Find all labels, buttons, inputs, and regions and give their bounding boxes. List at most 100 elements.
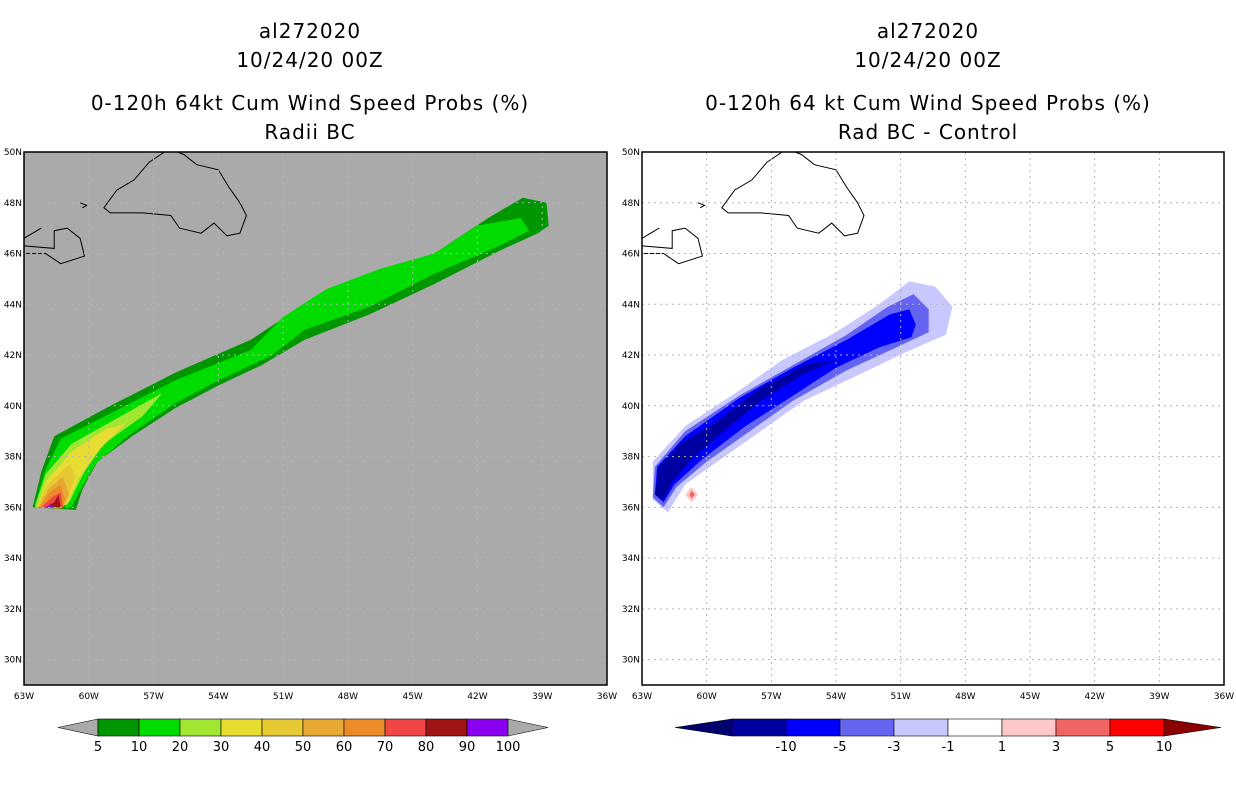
colorbar-swatch — [220, 718, 263, 737]
colorbar-swatch — [261, 718, 304, 737]
left-title-line2: 10/24/20 00Z — [236, 48, 384, 72]
coastline-3 — [79, 202, 88, 209]
panel-right: 63W 60W 57W 54W 51W 48W 45W 42W 39W 36W 30N 32N 34N 3… — [622, 148, 1234, 755]
colorbar-label: -1 — [942, 740, 955, 755]
x-tick-label: 60W — [79, 692, 99, 702]
x-tick-label: 42W — [467, 692, 487, 702]
colorbar-low-arrow — [674, 718, 733, 737]
x-tick-label: 54W — [826, 692, 846, 702]
right-title-line1: al272020 — [876, 19, 980, 43]
x-tick-label: 42W — [1084, 692, 1104, 702]
prob-contour-10 — [34, 218, 530, 508]
colorbar-swatch — [466, 718, 509, 737]
y-tick-label: 44N — [4, 300, 22, 310]
diff-contour-plus3 — [689, 490, 695, 499]
y-tick-label: 30N — [622, 656, 640, 666]
colorbar-label: 60 — [336, 740, 353, 755]
right-subtitle-line2: Rad BC - Control — [837, 120, 1019, 144]
colorbar-swatch — [731, 718, 787, 737]
x-tick-label: 51W — [890, 692, 910, 702]
coastline-2 — [642, 227, 660, 239]
left-title-line1: al272020 — [258, 19, 362, 43]
right-panel-title: al272020 10/24/20 00Z — [628, 16, 1228, 74]
colorbar-label: 3 — [1052, 740, 1060, 755]
y-tick-label: 32N — [4, 605, 22, 615]
colorbar-swatch — [343, 718, 386, 737]
x-tick-label: 39W — [532, 692, 552, 702]
x-tick-label: 48W — [338, 692, 358, 702]
y-tick-label: 50N — [622, 148, 640, 158]
x-tick-label: 45W — [402, 692, 422, 702]
coastline-0 — [721, 152, 865, 237]
y-tick-label: 30N — [4, 656, 22, 666]
colorbar-high-arrow — [1163, 718, 1222, 737]
y-tick-label: 40N — [4, 402, 22, 412]
coastline-3 — [697, 202, 706, 209]
colorbar-high-arrow — [507, 718, 549, 737]
y-tick-label: 46N — [622, 250, 640, 260]
y-tick-label: 42N — [4, 351, 22, 361]
prob-contour-90 — [45, 504, 55, 508]
colorbar-label: 30 — [213, 740, 230, 755]
y-tick-label: 48N — [622, 199, 640, 209]
y-tick-label: 34N — [622, 554, 640, 564]
colorbar-swatch — [893, 718, 949, 737]
colorbar-label: -3 — [888, 740, 901, 755]
left-panel-title: al272020 10/24/20 00Z — [10, 16, 610, 74]
left-subtitle-line1: 0-120h 64kt Cum Wind Speed Probs (%) — [90, 91, 530, 115]
colorbar-swatch — [384, 718, 427, 737]
x-tick-label: 51W — [273, 692, 293, 702]
right-title-line2: 10/24/20 00Z — [854, 48, 1002, 72]
coastline-1 — [24, 227, 86, 265]
y-tick-label: 38N — [4, 453, 22, 463]
x-tick-label: 36W — [1214, 692, 1234, 702]
colorbar-label: -10 — [775, 740, 796, 755]
map-area — [642, 152, 1224, 685]
colorbar-swatch — [1055, 718, 1111, 737]
diff-contour-minus5 — [654, 309, 916, 503]
panel-left: 63W 60W 57W 54W 51W 48W 45W 42W 39W 36W 30N 32N 34N 3… — [4, 148, 617, 755]
colorbar-label: -5 — [834, 740, 847, 755]
y-tick-label: 34N — [4, 554, 22, 564]
colorbar-swatch — [947, 718, 1003, 737]
colorbar-swatch — [1001, 718, 1057, 737]
colorbar-left: 5 10 20 30 40 50 60 70 80 90 100 — [57, 718, 549, 755]
colorbar-label: 5 — [1106, 740, 1114, 755]
colorbar-swatch — [425, 718, 468, 737]
x-tick-label: 45W — [1020, 692, 1040, 702]
x-tick-label: 60W — [696, 692, 716, 702]
colorbar-label: 50 — [295, 740, 312, 755]
colorbar-label: 5 — [94, 740, 102, 755]
map-frame — [641, 151, 1225, 686]
colorbar-swatch — [839, 718, 895, 737]
colorbar-swatch — [1109, 718, 1165, 737]
colorbar-label: 40 — [254, 740, 271, 755]
coastline-1 — [642, 227, 703, 265]
y-tick-label: 38N — [622, 453, 640, 463]
y-tick-label: 46N — [4, 250, 22, 260]
colorbar-label: 100 — [496, 740, 521, 755]
colorbar-label: 80 — [418, 740, 435, 755]
y-tick-label: 42N — [622, 351, 640, 361]
colorbar-swatch — [97, 718, 140, 737]
prob-contour-80 — [45, 494, 61, 508]
x-tick-label: 54W — [208, 692, 228, 702]
colorbar-label: 10 — [131, 740, 148, 755]
y-tick-label: 36N — [4, 503, 22, 513]
y-tick-label: 40N — [622, 402, 640, 412]
colorbar-label: 10 — [1156, 740, 1173, 755]
colorbar-swatch — [138, 718, 181, 737]
left-subtitle-line2: Radii BC — [264, 120, 356, 144]
colorbar-swatch — [785, 718, 841, 737]
colorbar-swatch — [302, 718, 345, 737]
colorbar-right: -10 -5 -3 -1 1 3 5 10 — [674, 718, 1222, 755]
right-subtitle-line1: 0-120h 64 kt Cum Wind Speed Probs (%) — [705, 91, 1151, 115]
x-tick-label: 39W — [1149, 692, 1169, 702]
y-tick-label: 48N — [4, 199, 22, 209]
x-tick-label: 57W — [143, 692, 163, 702]
y-tick-label: 36N — [622, 503, 640, 513]
x-tick-label: 63W — [632, 692, 652, 702]
coastline-0 — [103, 152, 247, 237]
x-tick-label: 57W — [761, 692, 781, 702]
